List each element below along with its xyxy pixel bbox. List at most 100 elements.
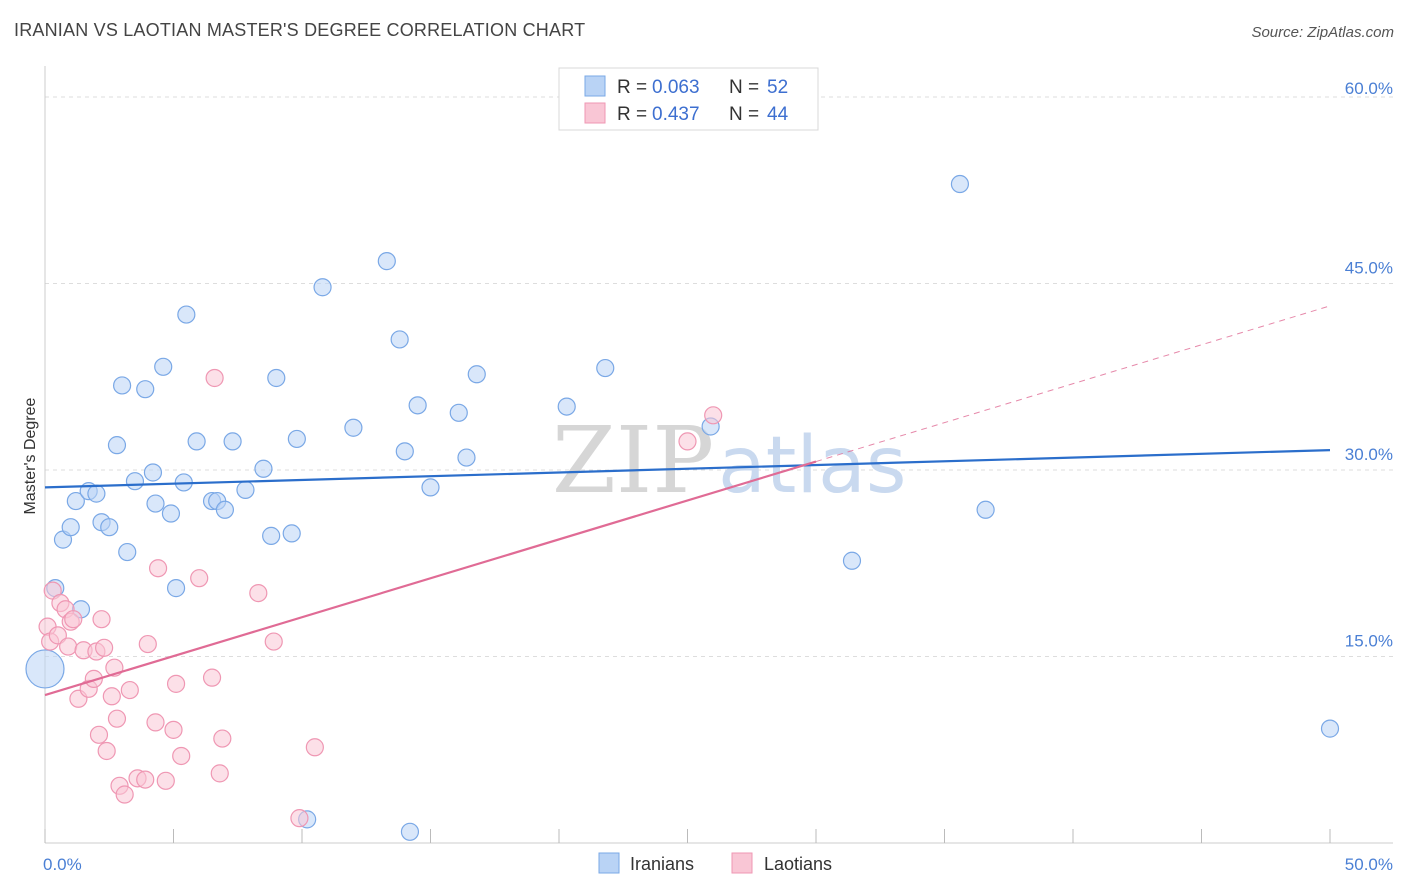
laotian-trend-extension	[815, 305, 1331, 463]
laotian-point	[704, 406, 723, 425]
iranian-point	[467, 365, 486, 384]
laotian-point	[146, 713, 165, 732]
iranian-point	[161, 504, 181, 523]
laotian-point	[213, 729, 232, 748]
series-label-laotians: Laotians	[764, 854, 832, 874]
laotian-point	[164, 720, 183, 739]
laotian-point	[92, 610, 111, 629]
iranian-point	[267, 368, 286, 388]
iranian-point	[421, 478, 440, 497]
iranian-point	[596, 358, 615, 378]
iranian-point	[66, 491, 85, 511]
laotian-point	[678, 432, 697, 451]
iranian-point	[344, 418, 363, 437]
legend-n-label-laotians: N =	[729, 104, 759, 125]
series-swatch-iranians	[598, 852, 620, 874]
iranian-point	[557, 397, 576, 416]
y-tick-label: 30.0%	[1345, 445, 1393, 464]
laotian-point	[89, 725, 109, 744]
series-label-iranians: Iranians	[630, 854, 694, 874]
iranian-point	[107, 436, 127, 455]
legend-n-label-iranians: N =	[729, 77, 759, 98]
correlation-legend: R = 0.063 N = 52 R = 0.437 N = 44	[558, 67, 819, 131]
laotian-point	[156, 771, 175, 790]
iranian-point	[118, 542, 137, 562]
laotian-point	[120, 680, 139, 700]
legend-r-label-laotians: R =	[617, 104, 647, 125]
laotian-point	[64, 610, 83, 629]
laotian-point	[305, 738, 324, 757]
iranian-point	[177, 305, 196, 324]
laotian-point	[249, 583, 268, 603]
legend-swatch-iranians	[584, 75, 606, 97]
y-tick-label: 60.0%	[1345, 79, 1393, 98]
y-axis-label: Master's Degree	[22, 397, 39, 514]
laotian-point	[138, 634, 157, 654]
iranian-point	[377, 252, 396, 271]
laotian-trend-line	[44, 460, 817, 697]
laotian-point	[95, 638, 114, 657]
iranian-point	[236, 480, 255, 499]
laotian-point	[264, 632, 283, 651]
laotian-point	[97, 741, 116, 761]
laotian-point	[210, 764, 229, 783]
laotian-point	[102, 687, 121, 706]
iranian-point	[313, 278, 332, 297]
laotian-point	[290, 809, 309, 828]
y-tick-label: 15.0%	[1345, 632, 1393, 651]
iranian-point	[25, 649, 65, 689]
iranian-point	[136, 380, 155, 399]
iranian-point	[254, 459, 273, 478]
iranian-point	[187, 432, 206, 451]
laotian-point	[172, 746, 191, 766]
iranian-trend-line	[44, 449, 1331, 489]
watermark-zip: ZIP	[552, 407, 714, 514]
iranian-point	[449, 403, 468, 422]
iranian-point	[223, 432, 242, 451]
y-tick-label: 45.0%	[1345, 259, 1393, 278]
iranian-point	[143, 463, 163, 482]
chart-source: Source: ZipAtlas.com	[1251, 24, 1394, 41]
iranian-point	[215, 500, 234, 519]
iranian-point	[146, 494, 165, 513]
laotian-point	[205, 368, 224, 388]
iranian-point	[112, 376, 132, 395]
iranian-point	[287, 429, 306, 449]
iranian-point	[1320, 719, 1340, 738]
laotian-point	[115, 785, 134, 804]
iranian-point	[262, 526, 281, 545]
iranian-point	[282, 524, 301, 543]
iranian-point	[100, 518, 119, 537]
laotian-point	[107, 709, 127, 728]
trend-lines	[44, 305, 1331, 697]
laotian-point	[136, 770, 155, 789]
iranian-point	[87, 484, 106, 503]
laotian-point	[48, 626, 67, 645]
grid-lines	[45, 96, 1393, 657]
axes: 15.0% 30.0% 45.0% 60.0% 0.0% 50.0%	[43, 66, 1393, 874]
legend-r-label-iranians: R =	[617, 77, 647, 98]
legend-swatch-laotians	[584, 102, 606, 124]
laotian-point	[84, 669, 103, 688]
iranian-point	[166, 579, 186, 598]
series-legend: Iranians Laotians	[598, 852, 832, 874]
iranian-point	[950, 174, 970, 194]
watermark: ZIP atlas	[552, 407, 907, 514]
laotian-point	[148, 559, 168, 578]
iranian-point	[400, 822, 420, 841]
iranian-point	[842, 551, 862, 570]
chart-title: IRANIAN VS LAOTIAN MASTER'S DEGREE CORRE…	[14, 20, 586, 40]
legend-n-value-laotians: 44	[767, 104, 789, 125]
iranian-point	[457, 448, 476, 467]
legend-n-value-iranians: 52	[767, 77, 788, 98]
iranian-point	[395, 442, 414, 461]
laotian-point	[166, 674, 186, 693]
iranian-point	[976, 500, 995, 519]
laotian-point	[202, 668, 222, 687]
legend-r-value-laotians: 0.437	[652, 104, 700, 125]
legend-r-value-iranians: 0.063	[652, 77, 700, 98]
laotian-point	[59, 637, 78, 656]
x-tick-label-max: 50.0%	[1345, 855, 1393, 874]
iranian-point	[408, 396, 427, 415]
